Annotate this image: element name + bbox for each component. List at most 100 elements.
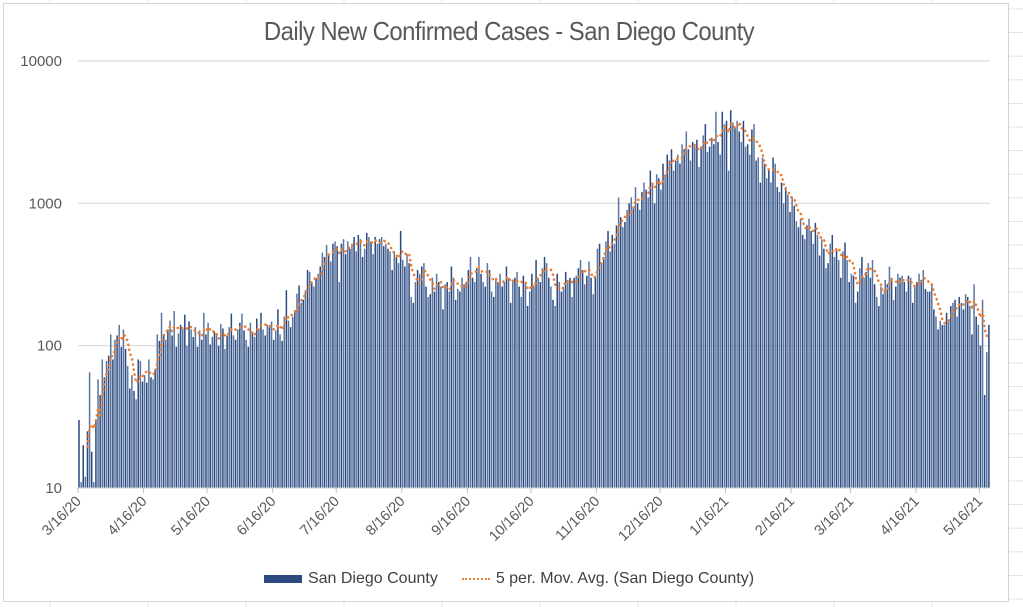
bar — [643, 182, 645, 489]
bar — [801, 234, 804, 488]
bar — [308, 271, 311, 488]
bar — [241, 313, 243, 488]
bar — [770, 182, 772, 489]
bar — [761, 157, 764, 489]
bar — [152, 379, 154, 488]
bar — [666, 154, 669, 489]
bar — [789, 211, 791, 488]
bar — [452, 277, 455, 488]
chart-area[interactable]: Daily New Confirmed Cases - San Diego Co… — [3, 3, 1009, 602]
bar — [509, 302, 512, 488]
bar — [611, 234, 614, 488]
bar — [349, 248, 351, 488]
bar — [935, 316, 937, 488]
bar — [416, 270, 419, 488]
bar — [670, 149, 673, 488]
bar — [461, 277, 463, 488]
bar — [562, 286, 565, 488]
bar — [892, 299, 895, 488]
bar — [941, 324, 944, 488]
bar — [962, 309, 965, 488]
bar — [368, 237, 370, 488]
bar — [82, 445, 84, 488]
bar — [628, 203, 630, 489]
bar — [97, 379, 99, 488]
bar — [772, 157, 774, 489]
bar — [395, 256, 398, 488]
bar — [622, 227, 624, 488]
bar — [619, 217, 622, 488]
bar — [173, 311, 175, 488]
bar — [423, 263, 425, 488]
bar — [977, 324, 980, 488]
bar — [577, 268, 580, 488]
bar — [988, 324, 990, 488]
bar — [401, 259, 404, 488]
bar — [495, 277, 497, 488]
bar — [200, 339, 203, 488]
x-tick-label: 4/16/20 — [105, 494, 151, 540]
bar — [342, 239, 345, 488]
bar — [679, 163, 681, 488]
bar — [112, 359, 114, 488]
bar — [928, 291, 931, 488]
y-tick-label: 1000 — [29, 195, 62, 212]
bar — [145, 382, 148, 488]
bar — [355, 251, 357, 488]
bar — [84, 476, 87, 488]
legend-item-moving-average[interactable]: 5 per. Mov. Avg. (San Diego County) — [461, 570, 754, 588]
legend-item-bars[interactable]: San Diego County — [263, 570, 438, 588]
legend[interactable]: San Diego County 5 per. Mov. Avg. (San D… — [4, 570, 1014, 588]
bar — [524, 282, 527, 488]
bar — [211, 337, 214, 488]
bar — [607, 230, 609, 488]
bar — [325, 244, 328, 488]
bar — [463, 284, 465, 488]
bar — [964, 294, 967, 488]
bar — [459, 291, 461, 488]
bar — [545, 263, 548, 488]
bar — [734, 127, 736, 489]
bar — [192, 337, 195, 488]
bar — [433, 291, 436, 488]
bar — [782, 203, 785, 489]
bar — [689, 160, 692, 488]
bar — [713, 144, 715, 488]
bar — [662, 163, 664, 488]
bar — [217, 345, 220, 488]
bar — [382, 246, 385, 488]
bar — [956, 316, 958, 488]
bar — [126, 365, 129, 488]
bar — [245, 339, 247, 488]
bar — [721, 111, 724, 488]
bar — [165, 339, 167, 488]
bar — [109, 334, 112, 488]
bar — [816, 234, 819, 488]
bar — [281, 340, 283, 488]
bar — [446, 282, 448, 488]
bar — [700, 146, 702, 488]
bar — [541, 268, 544, 488]
bar — [717, 141, 719, 488]
bar — [943, 324, 946, 488]
bar — [778, 192, 781, 488]
bar — [890, 277, 893, 488]
bar — [840, 277, 842, 488]
bar — [357, 234, 360, 488]
bar — [90, 451, 93, 488]
bar — [600, 263, 603, 488]
bar — [837, 259, 840, 488]
bar — [727, 170, 730, 488]
bar — [681, 144, 683, 488]
bar — [596, 248, 599, 488]
bar — [139, 361, 142, 488]
bar — [575, 275, 578, 488]
bar — [590, 277, 592, 488]
bar — [478, 256, 480, 488]
bar — [427, 296, 429, 488]
bar — [374, 237, 377, 488]
bar — [871, 259, 874, 488]
bar — [302, 299, 305, 488]
bar — [655, 174, 658, 488]
bar — [287, 320, 290, 488]
